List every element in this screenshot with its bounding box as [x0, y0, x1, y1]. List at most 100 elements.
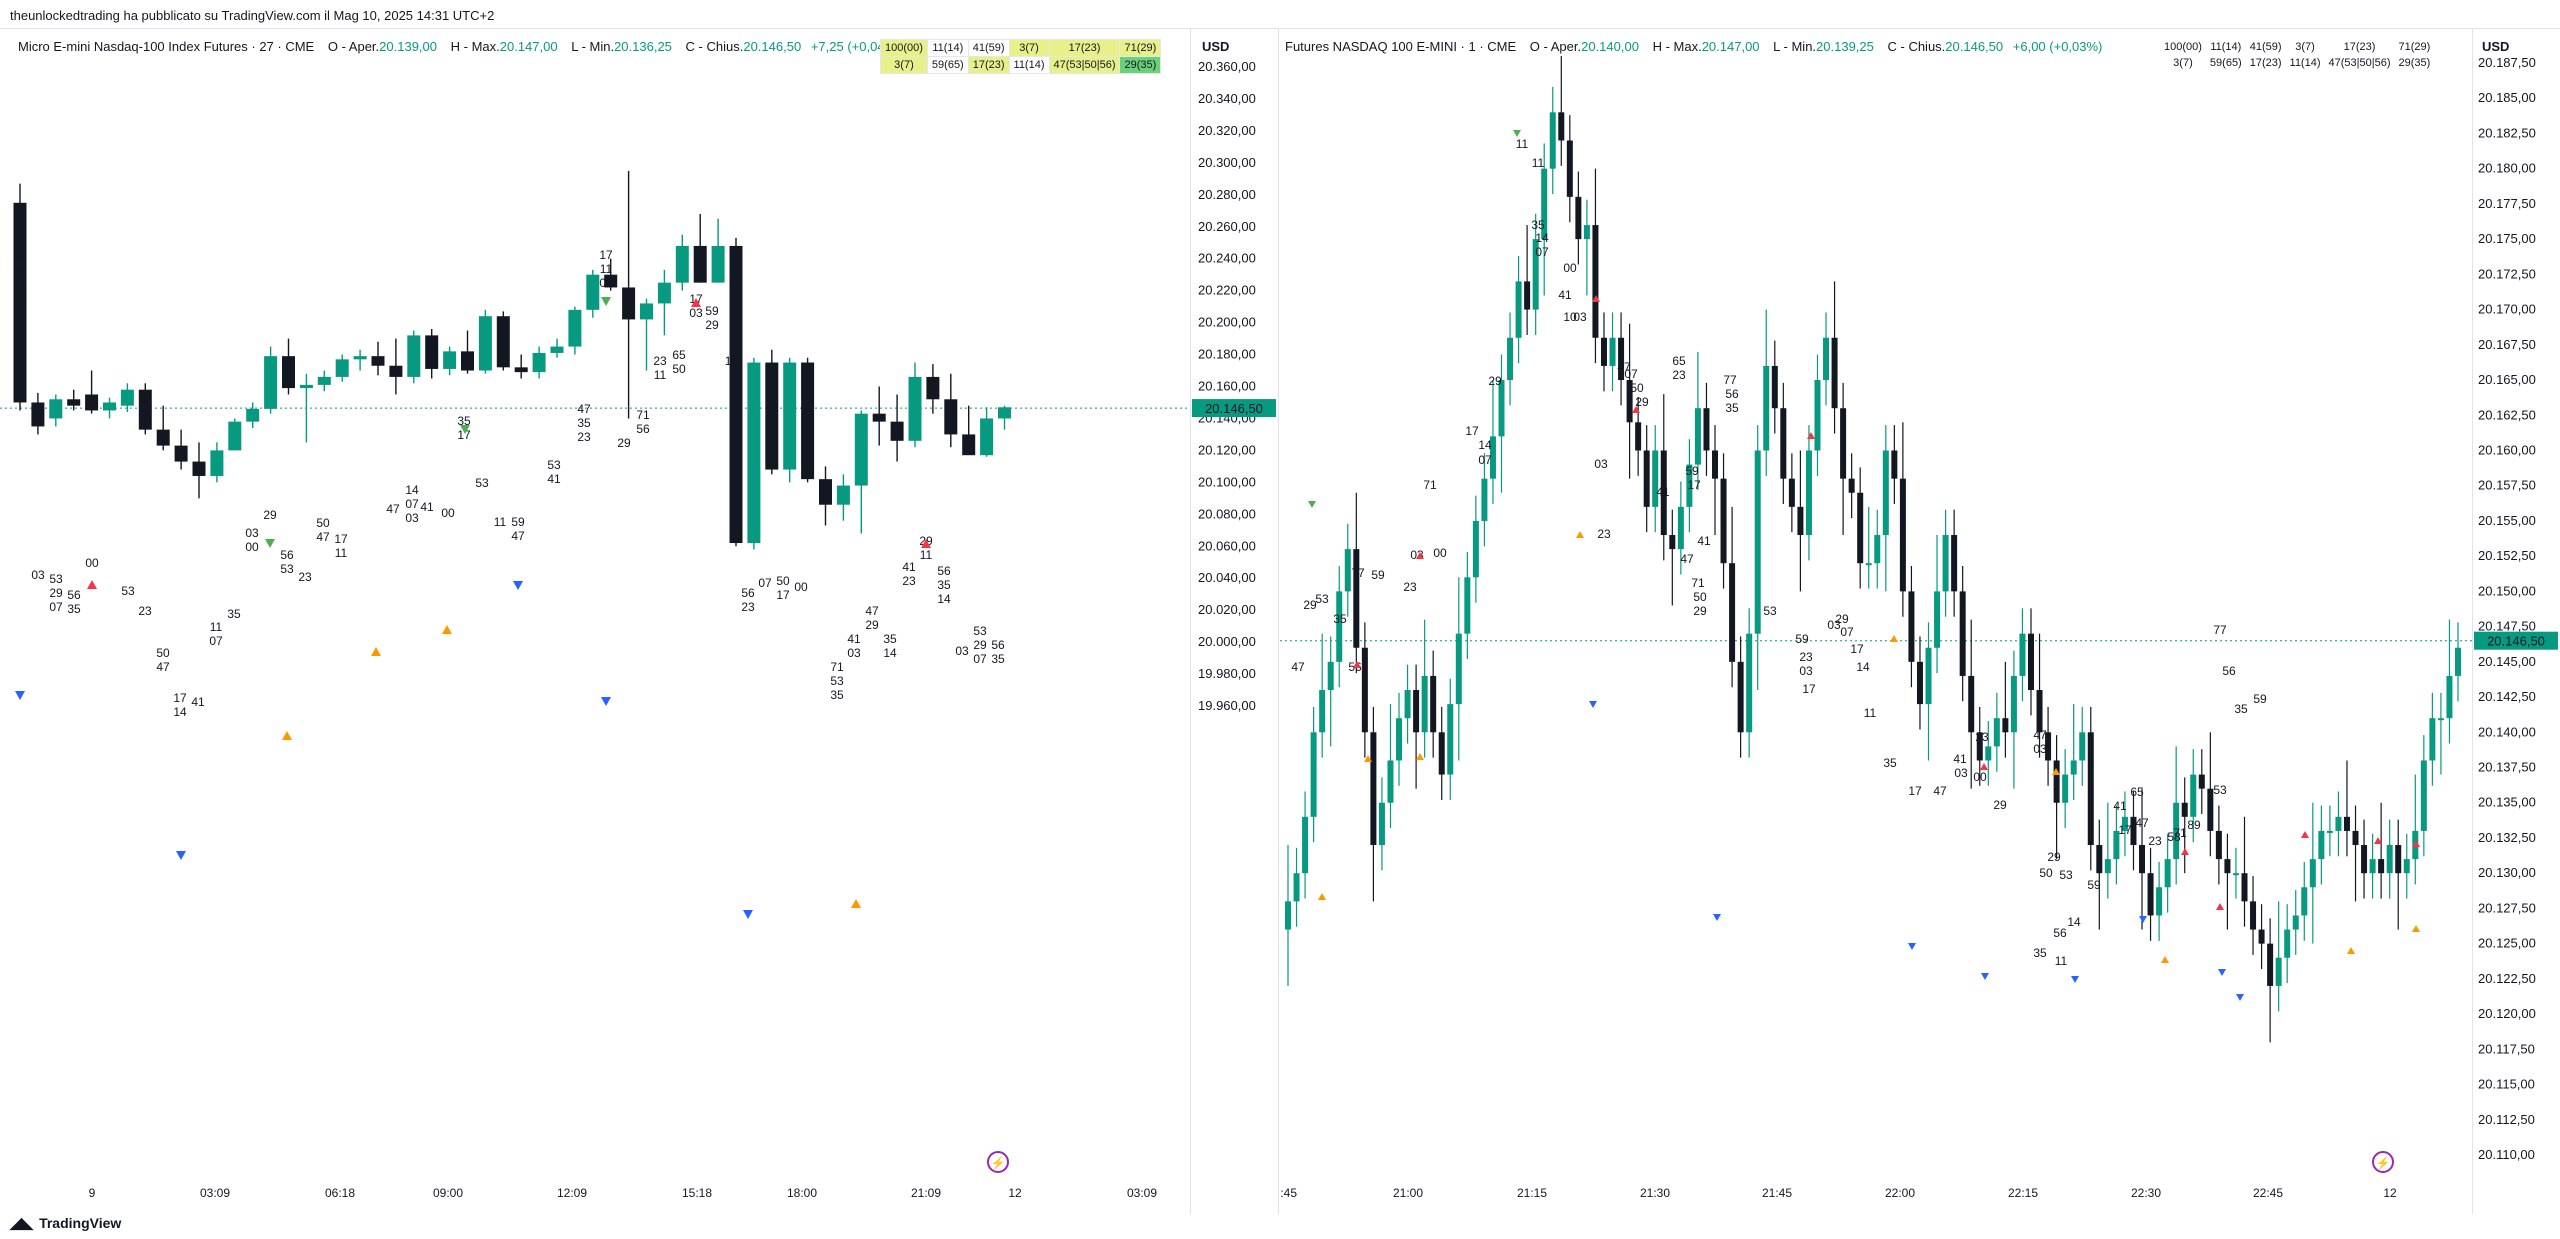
candle-body: [2036, 690, 2043, 733]
candle-body: [1387, 760, 1394, 803]
right-candlestick-chart[interactable]: 20.110,00 20.112,50 20.115,00 20.117,50 20.1…: [1280, 29, 2560, 1214]
annotation-label: 29: [865, 618, 879, 632]
annotation-label: 03: [245, 526, 259, 540]
annotation-label: 03: [689, 306, 703, 320]
candle-body: [1840, 408, 1847, 479]
left-price-axis[interactable]: [1190, 29, 1279, 1214]
candle-body: [747, 362, 761, 544]
y-tick-label: 20.185,00: [2478, 90, 2536, 105]
candle-body: [1336, 591, 1343, 662]
annotation-label: 35: [13, 264, 27, 278]
left-candlestick-chart[interactable]: 19.960,00 19.980,00 20.000,00 20.020,00 20.0…: [0, 29, 1278, 1214]
candle-body: [2224, 859, 2231, 874]
y-tick-label: 19.980,00: [1198, 666, 1256, 681]
annotation-label: 47: [386, 502, 400, 516]
candle-body: [496, 316, 510, 368]
candle-body: [2352, 830, 2359, 846]
candle-body: [85, 394, 99, 411]
signal-marker: [1589, 701, 1597, 708]
candle-body: [353, 356, 367, 360]
candle-body: [2420, 760, 2427, 831]
candle-body: [1857, 492, 1864, 564]
candle-body: [1464, 577, 1471, 634]
table-cell: 71(29): [2398, 41, 2431, 53]
candle-body: [1703, 408, 1710, 451]
signal-marker: [2181, 848, 2189, 855]
annotation-label: 58: [2167, 830, 2181, 844]
annotation-label: 56: [937, 564, 951, 578]
signal-marker: [2139, 916, 2147, 923]
candle-body: [1686, 464, 1693, 507]
candle-body: [67, 399, 81, 406]
y-tick-label: 20.080,00: [1198, 506, 1256, 521]
candle-body: [1455, 633, 1462, 705]
y-tick-label: 20.162,50: [2478, 407, 2536, 422]
left-chart-pane[interactable]: Micro E-mini Nasdaq-100 Index Futures · …: [0, 28, 1279, 1214]
candle-body: [2232, 873, 2239, 876]
candle-body: [2446, 675, 2453, 719]
candle-body: [299, 384, 313, 389]
candle-body: [2181, 802, 2188, 817]
last-price-tag: [1192, 399, 1276, 418]
candle-body: [1378, 802, 1385, 846]
y-tick-label: 20.000,00: [1198, 634, 1256, 649]
annotation-label: 53: [475, 476, 489, 490]
annotation-label: 03: [955, 644, 969, 658]
y-tick-label: 20.130,00: [2478, 865, 2536, 880]
candle-body: [2258, 929, 2265, 944]
annotation-label: 11: [600, 262, 613, 276]
annotation-label: 11: [210, 620, 223, 634]
x-tick-label: 22:45: [2253, 1186, 2283, 1200]
candle-body: [264, 356, 278, 409]
annotation-label: 50: [1630, 381, 1644, 395]
candle-body: [711, 245, 725, 283]
annotation-label: 56: [67, 588, 81, 602]
x-tick-label: 22:00: [1885, 1186, 1915, 1200]
x-tick-label: 9: [89, 1186, 96, 1200]
candle-body: [836, 485, 850, 505]
annotation-label: 35: [1531, 218, 1545, 232]
right-high-label: H - Max.: [1652, 39, 1702, 54]
x-tick-label: 03:09: [1127, 1186, 1157, 1200]
candle-body: [1489, 436, 1496, 479]
annotation-label: 53: [2213, 783, 2227, 797]
candle-body: [2053, 760, 2060, 803]
y-tick-label: 20.115,00: [2478, 1077, 2535, 1092]
annotation-label: 29: [617, 436, 631, 450]
signal-marker: [1364, 755, 1372, 762]
x-tick-label: 21:09: [911, 1186, 941, 1200]
annotation-label: 17: [457, 428, 471, 442]
candle-body: [1797, 506, 1804, 536]
last-price-label: 20.146,50: [1205, 401, 1263, 416]
annotation-label: 17: [1465, 424, 1479, 438]
y-tick-label: 20.187,50: [2478, 55, 2536, 70]
signal-marker: [2301, 831, 2309, 838]
candle-body: [962, 434, 976, 456]
annotation-label: 29: [973, 638, 987, 652]
annotation-label: 17: [1802, 682, 1816, 696]
candle-body: [675, 245, 689, 283]
annotation-label: 56: [280, 548, 294, 562]
signal-marker: [2071, 976, 2079, 983]
candle-body: [1874, 535, 1881, 564]
right-chart-pane[interactable]: Futures NASDAQ 100 E-MINI · 1 · CME O - …: [1280, 28, 2560, 1214]
right-price-axis[interactable]: [2472, 29, 2560, 1214]
annotation-label: 14: [173, 705, 187, 719]
candle-body: [1737, 661, 1744, 733]
x-tick-label: 12: [1008, 1186, 1022, 1200]
candle-body: [568, 309, 582, 347]
candle-body: [1438, 732, 1445, 775]
candle-body: [138, 389, 152, 430]
candle-body: [819, 479, 832, 505]
y-tick-label: 20.177,50: [2478, 196, 2536, 211]
right-close-value: 20.146,50: [1945, 39, 2004, 54]
candle-body: [1370, 732, 1377, 846]
candle-body: [317, 376, 331, 385]
lightning-icon: [987, 1151, 1009, 1173]
candle-body: [2215, 830, 2222, 860]
annotation-label: 03: [405, 511, 419, 525]
signal-marker: [1713, 914, 1721, 921]
candle-body: [514, 367, 528, 373]
y-tick-label: 20.180,00: [1198, 347, 1256, 362]
y-tick-label: 20.112,50: [2478, 1112, 2535, 1127]
